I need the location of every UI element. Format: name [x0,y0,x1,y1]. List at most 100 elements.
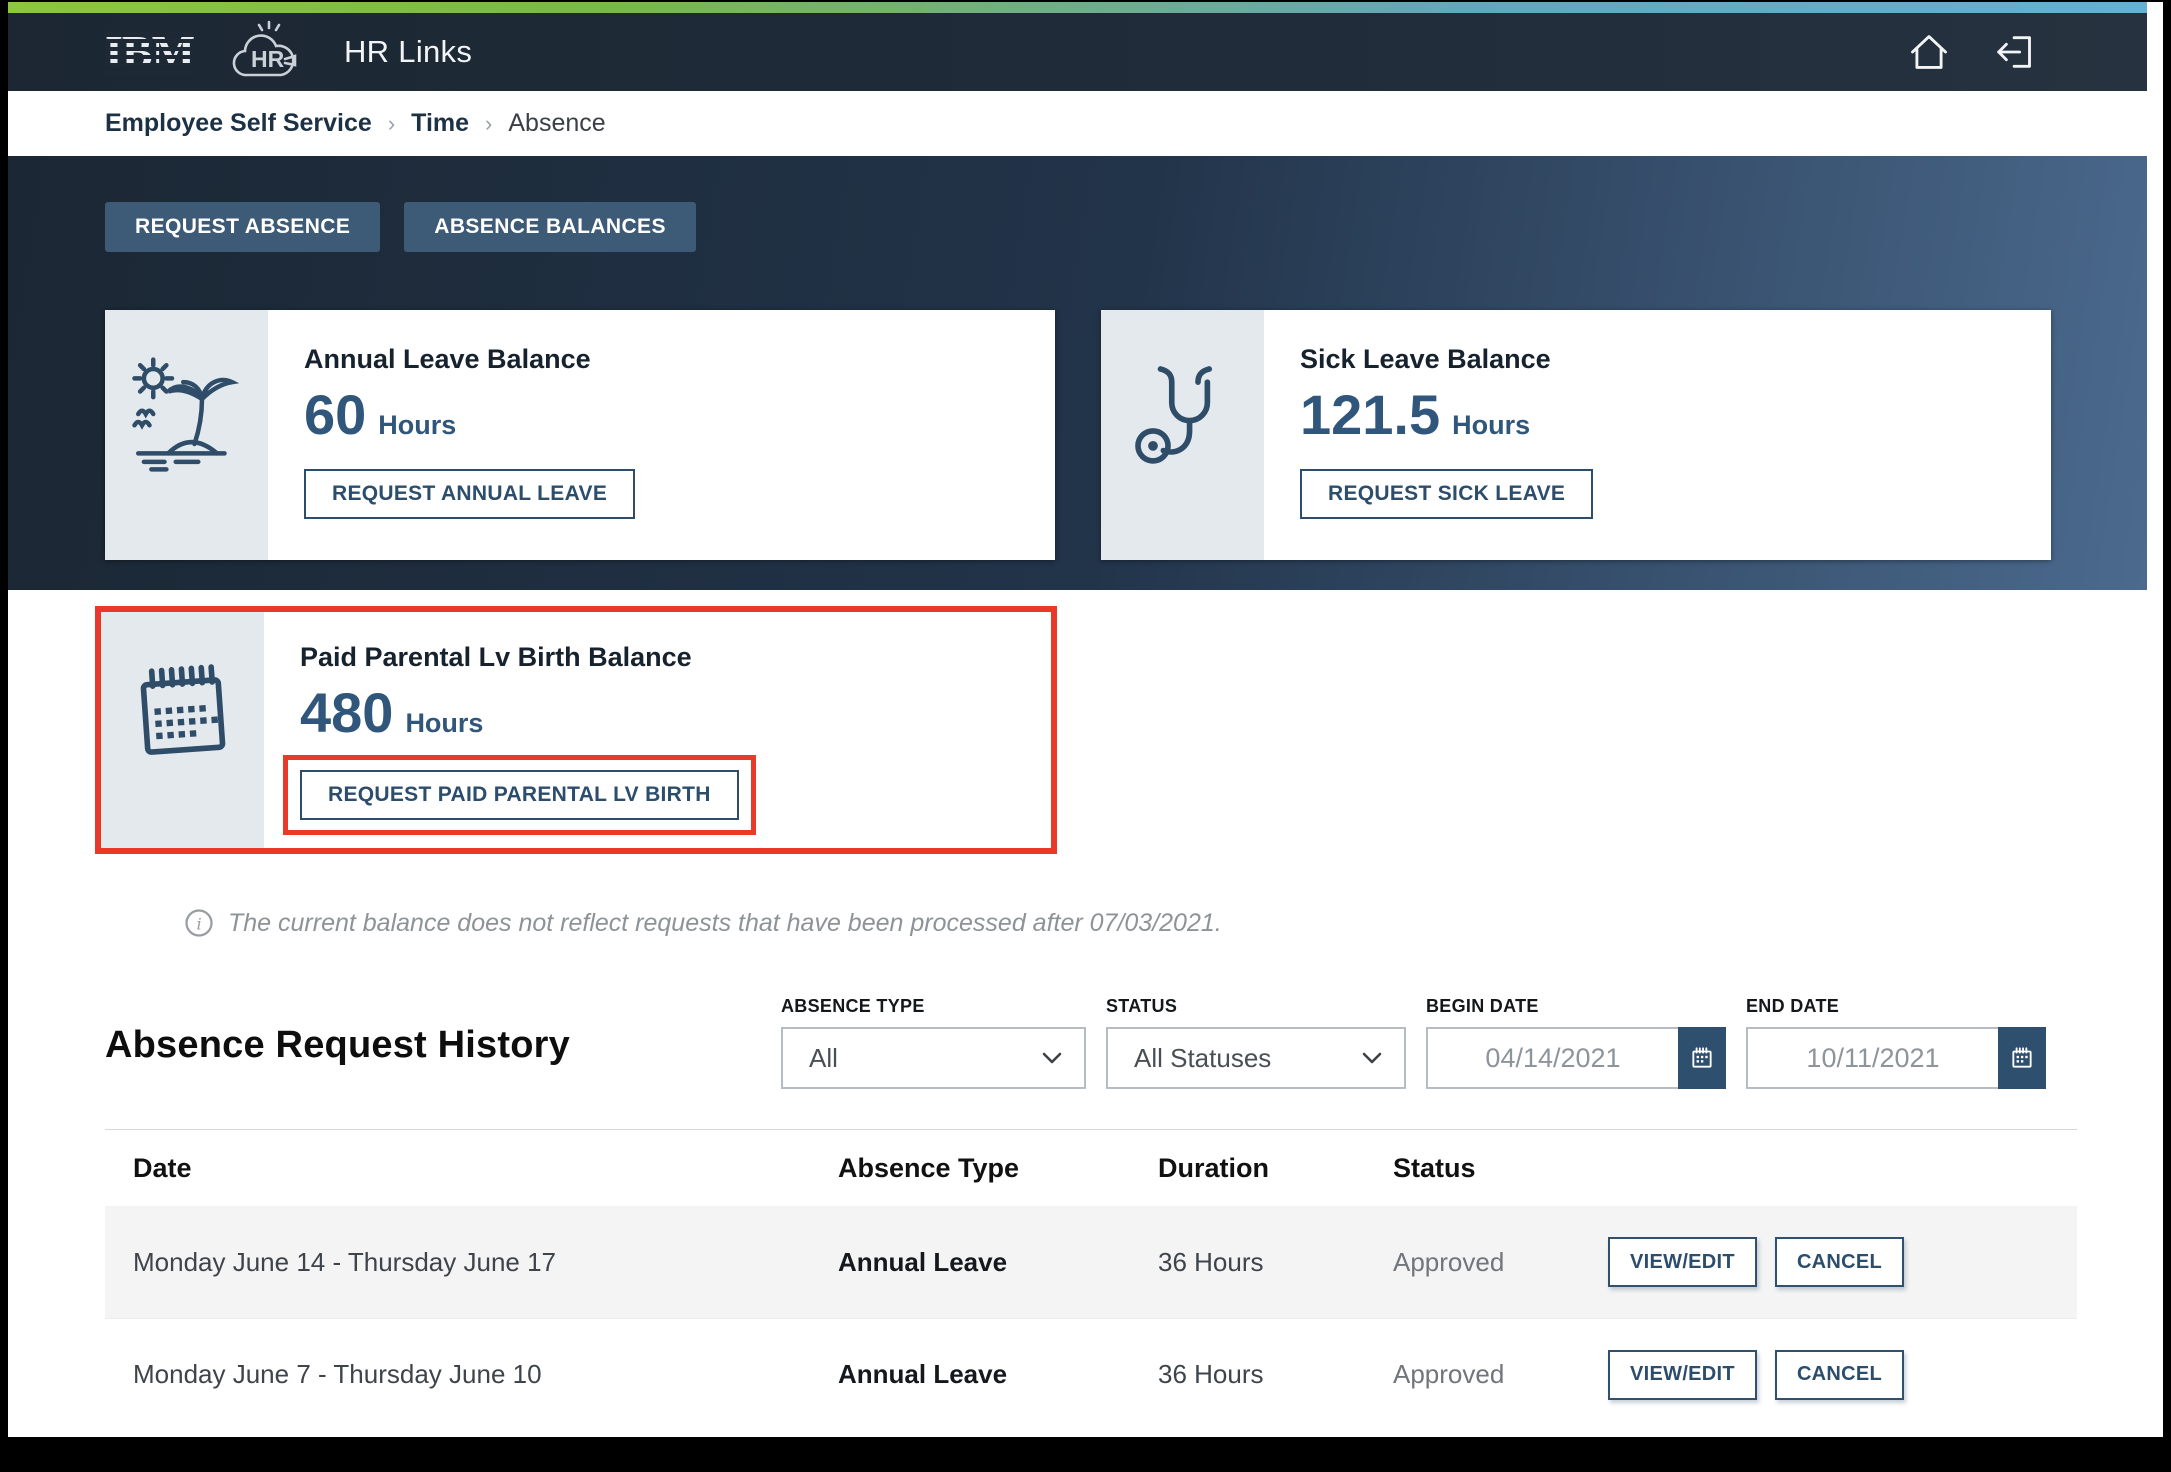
column-header-absence-type: Absence Type [838,1152,1020,1183]
date-value: 10/11/2021 [1806,1042,1940,1073]
chevron-down-icon [1042,1052,1084,1064]
card-icon-panel [1101,310,1264,560]
card-title: Sick Leave Balance [1300,344,1551,374]
hr-cloud-logo-icon: HR [232,20,297,77]
balance-value: 480 [300,681,394,744]
top-gradient-strip [8,2,2147,13]
card-body: Paid Parental Lv Birth Balance 480 Hours… [264,612,756,848]
app-header: IBM HR HR Links [8,13,2147,91]
table-header-row: Date Absence Type Duration Status [105,1130,2077,1206]
hr-logo-text: HR [251,46,285,72]
history-filters: ABSENCE TYPE All STATUS All Statuses [781,996,2046,1089]
row-date: Monday June 7 - Thursday June 10 [133,1359,542,1389]
request-sick-leave-button[interactable]: REQUEST SICK LEAVE [1300,469,1594,519]
red-highlight-frame: Paid Parental Lv Birth Balance 480 Hours… [95,606,1057,854]
balance-unit: Hours [405,708,484,738]
breadcrumb-time[interactable]: Time [411,109,470,137]
breadcrumb-absence: Absence [508,109,606,137]
filter-label: STATUS [1106,996,1178,1016]
request-annual-leave-button[interactable]: REQUEST ANNUAL LEAVE [304,469,636,519]
selected-value: All Statuses [1134,1042,1272,1073]
balance-unit: Hours [378,410,457,440]
filter-end-date: END DATE 10/11/2021 [1746,996,2046,1089]
row-date: Monday June 14 - Thursday June 17 [133,1246,557,1277]
beach-vacation-icon [131,357,239,472]
chevron-down-icon [1362,1052,1404,1064]
balance-amount: 121.5 Hours [1300,387,1593,443]
row-absence-type: Annual Leave [838,1246,1008,1277]
absence-hero-section: REQUEST ABSENCE ABSENCE BALANCES [8,156,2147,590]
begin-date-input[interactable]: 04/14/2021 [1426,1027,1726,1089]
calendar-icon [2012,1047,2032,1068]
view-edit-button[interactable]: VIEW/EDIT [1608,1237,1757,1287]
balance-disclaimer-note: i The current balance does not reflect r… [184,908,2163,938]
balance-amount: 60 Hours [304,387,635,443]
balance-value: 60 [304,383,367,446]
balance-value: 121.5 [1300,383,1441,446]
column-header-duration: Duration [1158,1152,1269,1183]
calendar-icon [140,664,225,755]
breadcrumb-separator-icon: › [387,110,396,136]
brand-group: IBM HR HR Links [105,19,472,85]
row-absence-type: Annual Leave [838,1359,1008,1389]
filter-begin-date: BEGIN DATE 04/14/2021 [1426,996,1726,1089]
row-actions: VIEW/EDIT CANCEL [1608,1237,2077,1287]
card-body: Sick Leave Balance 121.5 Hours REQUEST S… [1264,310,1594,560]
end-date-input[interactable]: 10/11/2021 [1746,1027,2046,1089]
cancel-button[interactable]: CANCEL [1774,1349,1905,1400]
hero-buttons: REQUEST ABSENCE ABSENCE BALANCES [8,156,2147,252]
info-icon: i [185,909,213,937]
card-body: Annual Leave Balance 60 Hours REQUEST AN… [268,310,636,560]
request-absence-button[interactable]: REQUEST ABSENCE [105,202,381,252]
card-title: Paid Parental Lv Birth Balance [300,642,692,672]
history-header-row: Absence Request History ABSENCE TYPE All… [8,996,2163,1089]
filter-label: ABSENCE TYPE [781,996,925,1016]
row-status: Approved [1393,1246,1505,1277]
page-title: Absence Request History [105,1024,570,1066]
table-row: Monday June 14 - Thursday June 17 Annual… [105,1206,2077,1318]
breadcrumb-employee-self-service[interactable]: Employee Self Service [105,109,372,137]
column-header-status: Status [1393,1152,1476,1183]
breadcrumb: Employee Self Service › Time › Absence [8,91,2163,156]
view-edit-button[interactable]: VIEW/EDIT [1608,1349,1757,1400]
filter-label: END DATE [1746,996,1840,1016]
begin-date-calendar-button[interactable] [1678,1027,1726,1089]
absence-history-table: Date Absence Type Duration Status Monday… [105,1129,2077,1430]
disclaimer-text: The current balance does not reflect req… [228,908,1222,937]
sign-out-icon[interactable] [1991,30,2035,74]
sick-leave-balance-card: Sick Leave Balance 121.5 Hours REQUEST S… [1101,310,2051,560]
row-duration: 36 Hours [1158,1246,1264,1277]
balance-unit: Hours [1452,410,1531,440]
calendar-icon [1692,1047,1712,1068]
balance-amount: 480 Hours [300,685,756,741]
ibm-logo: IBM [105,26,195,77]
paid-parental-balance-card: Paid Parental Lv Birth Balance 480 Hours… [101,612,1051,848]
row-actions: VIEW/EDIT CANCEL [1608,1349,2077,1400]
breadcrumb-separator-icon: › [485,110,493,136]
home-icon[interactable] [1907,30,1951,74]
svg-text:i: i [197,914,202,933]
end-date-calendar-button[interactable] [1998,1027,2046,1089]
header-actions [1907,30,2035,74]
card-title: Annual Leave Balance [304,344,591,374]
red-highlight-button-frame: REQUEST PAID PARENTAL LV BIRTH [283,755,756,835]
filter-absence-type: ABSENCE TYPE All [781,996,1086,1089]
status-select[interactable]: All Statuses [1106,1027,1406,1089]
card-icon-panel [105,310,268,560]
request-paid-parental-lv-birth-button[interactable]: REQUEST PAID PARENTAL LV BIRTH [300,770,739,820]
absence-balances-button[interactable]: ABSENCE BALANCES [404,202,696,252]
table-row: Monday June 7 - Thursday June 10 Annual … [105,1318,2077,1430]
stethoscope-icon [1134,366,1212,464]
annual-leave-balance-card: Annual Leave Balance 60 Hours REQUEST AN… [105,310,1055,560]
absence-type-select[interactable]: All [781,1027,1086,1089]
app-title: HR Links [344,34,473,69]
cancel-button[interactable]: CANCEL [1774,1237,1905,1287]
row-status: Approved [1393,1359,1505,1389]
date-value: 04/14/2021 [1485,1042,1621,1073]
parental-leave-section: Paid Parental Lv Birth Balance 480 Hours… [8,590,2163,938]
balance-cards-row: Annual Leave Balance 60 Hours REQUEST AN… [8,310,2147,560]
row-duration: 36 Hours [1158,1359,1264,1389]
absence-request-history-section: Absence Request History ABSENCE TYPE All… [8,996,2163,1430]
column-header-date: Date [133,1152,192,1183]
